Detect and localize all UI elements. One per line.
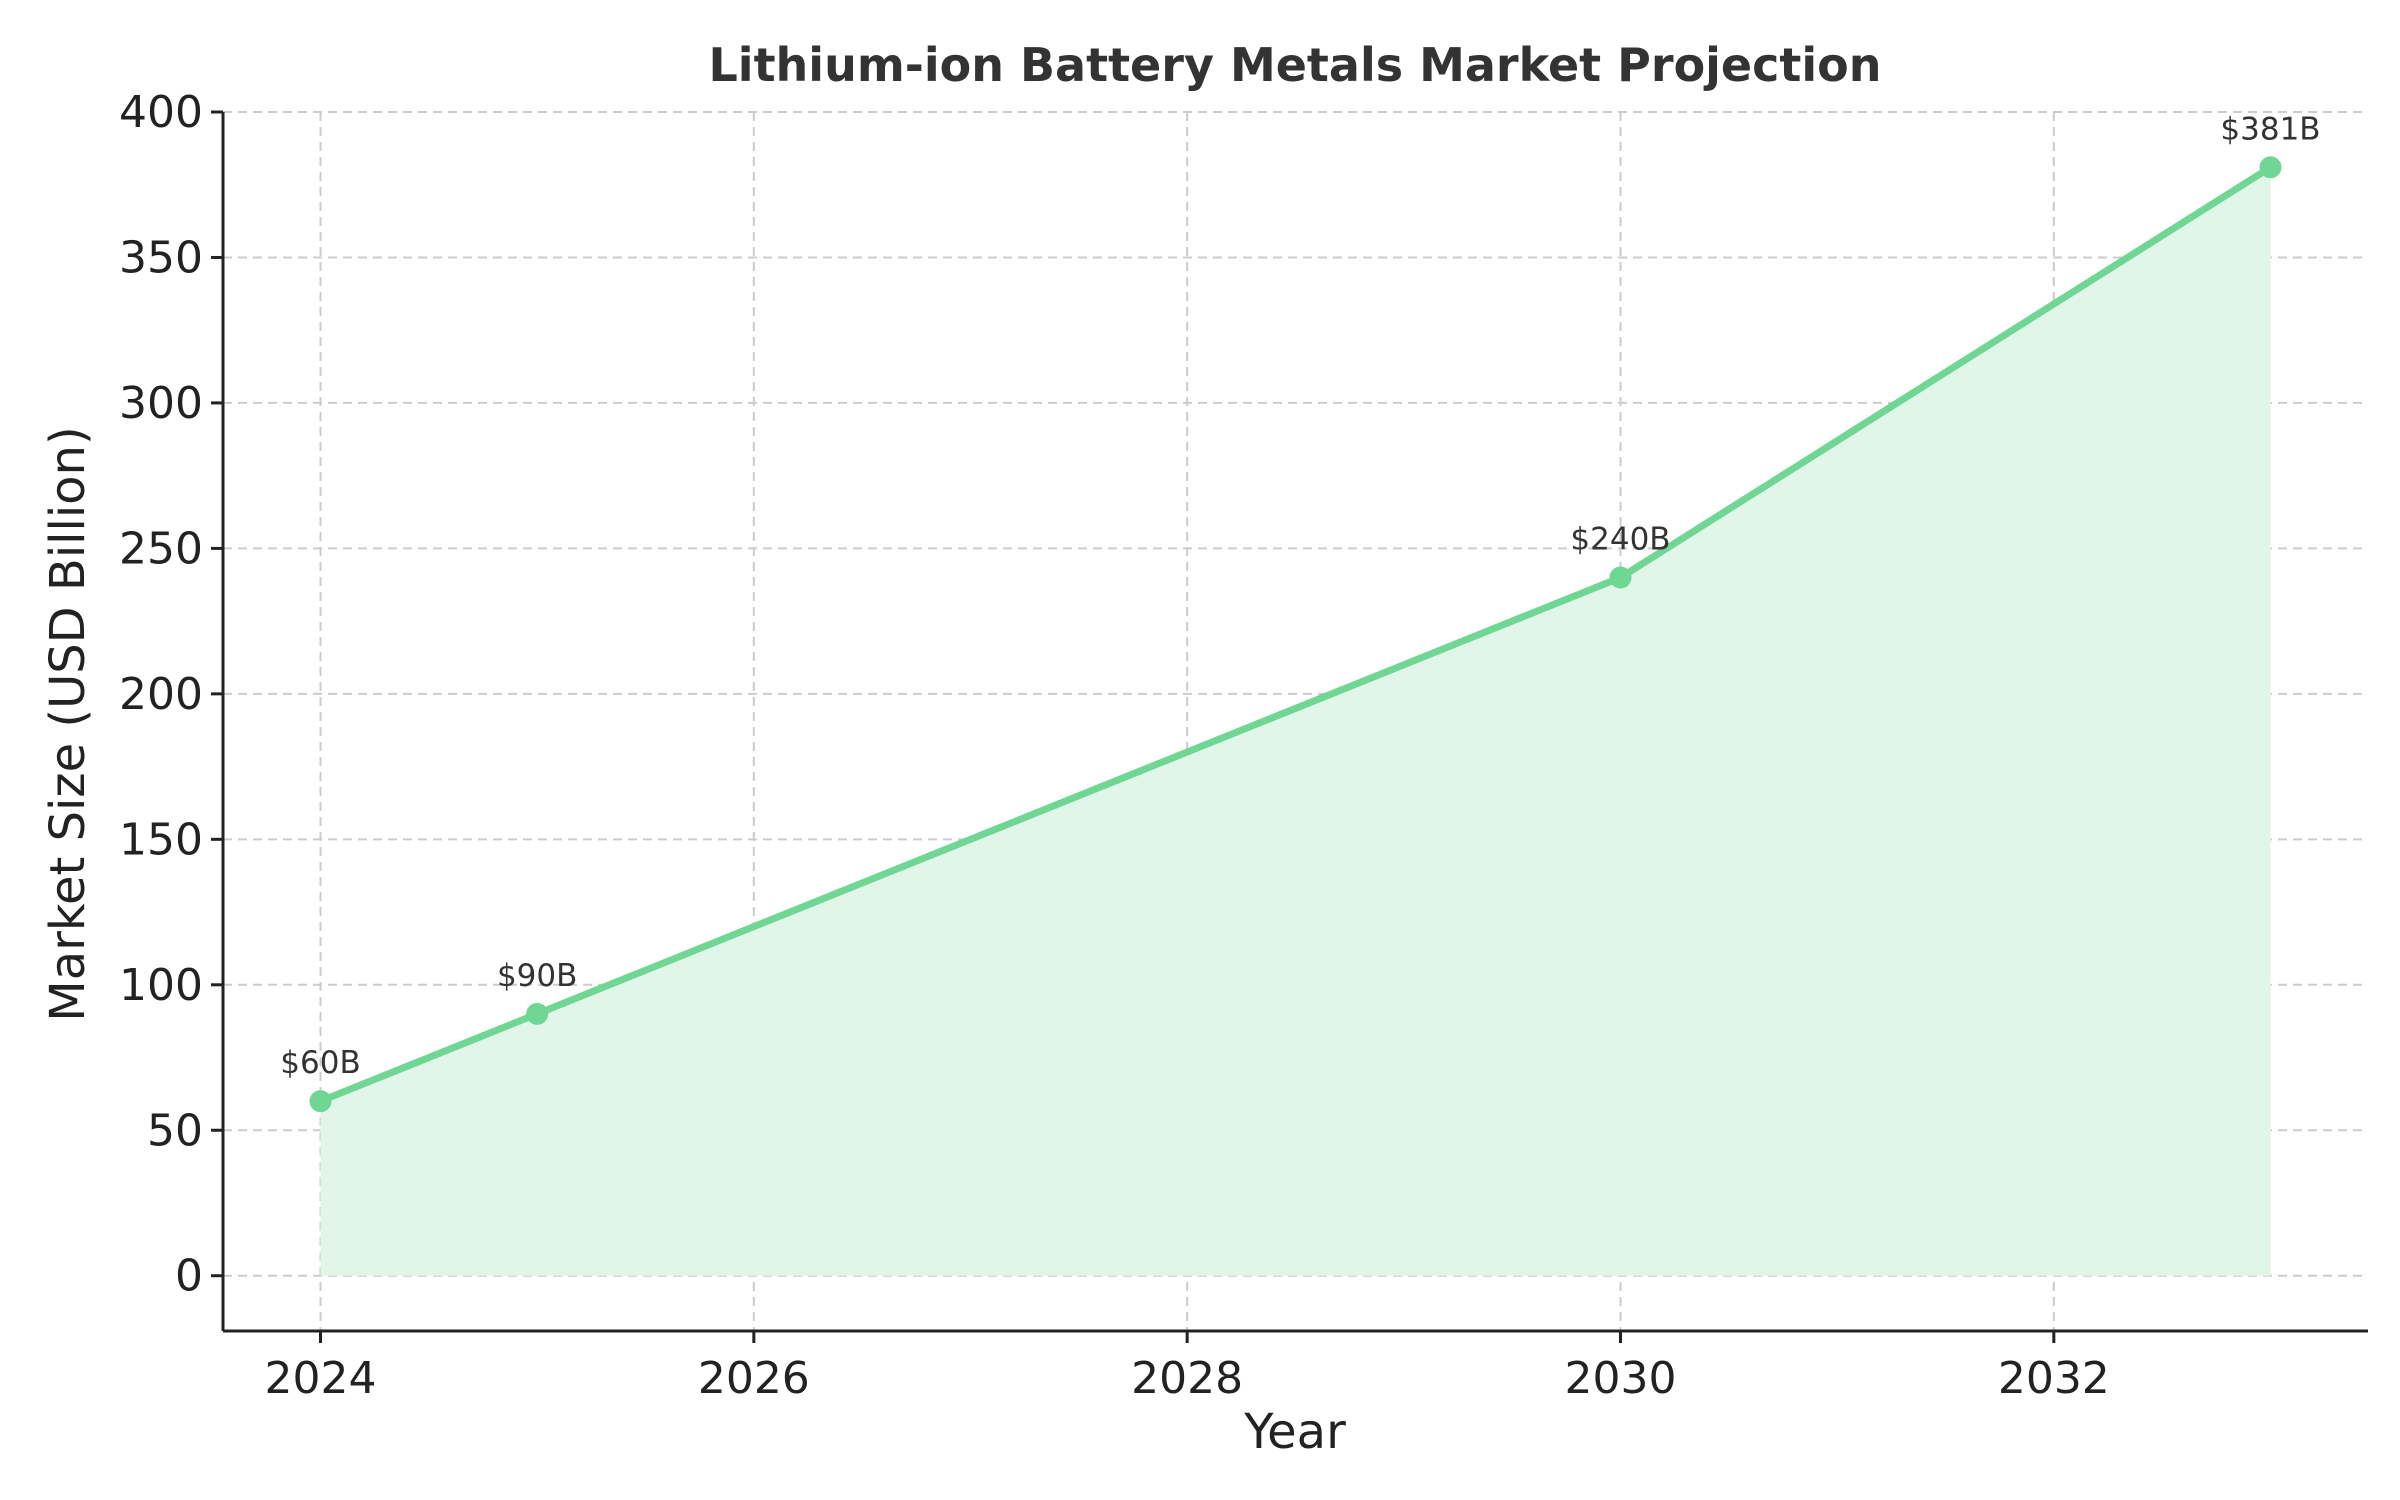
y-axis-label: Market Size (USD Billion): [40, 426, 96, 1021]
tick-labels-layer: 2024 2026 2028 2030 2032 0 50 100 150 200 250 300 35…: [119, 87, 2110, 1404]
data-label: $240B: [1570, 521, 1670, 557]
x-tick-label: 2028: [1131, 1353, 1243, 1404]
data-point: [1609, 566, 1632, 589]
y-tick-label: 150: [119, 814, 203, 865]
y-tick-label: 0: [175, 1251, 203, 1302]
data-points-layer: [309, 156, 2282, 1113]
x-axis-label: Year: [1243, 1404, 1346, 1460]
series-line-layer: [317, 163, 2274, 1105]
y-tick-label: 200: [119, 669, 203, 720]
x-tick-label: 2032: [1998, 1353, 2110, 1404]
data-labels-layer: $60B $90B $240B $381B: [280, 111, 2320, 1081]
chart-title: Lithium-ion Battery Metals Market Projec…: [708, 38, 1881, 92]
y-tick-label: 300: [119, 378, 203, 429]
data-point: [309, 1090, 332, 1113]
x-tick-label: 2026: [698, 1353, 810, 1404]
data-point: [2259, 156, 2282, 179]
y-tick-label: 250: [119, 523, 203, 574]
area-fill-layer: [320, 167, 2271, 1276]
x-tick-label: 2030: [1565, 1353, 1677, 1404]
y-tick-label: 100: [119, 960, 203, 1011]
axes: [211, 110, 2368, 1343]
series-line: [317, 163, 2274, 1105]
y-tick-label: 50: [147, 1105, 203, 1156]
y-tick-label: 350: [119, 232, 203, 283]
data-label: $381B: [2220, 111, 2320, 147]
area-fill: [320, 167, 2271, 1276]
y-tick-label: 400: [119, 87, 203, 138]
data-point: [526, 1002, 549, 1025]
data-label: $90B: [497, 958, 577, 994]
data-label: $60B: [280, 1045, 360, 1081]
x-tick-label: 2024: [265, 1353, 377, 1404]
